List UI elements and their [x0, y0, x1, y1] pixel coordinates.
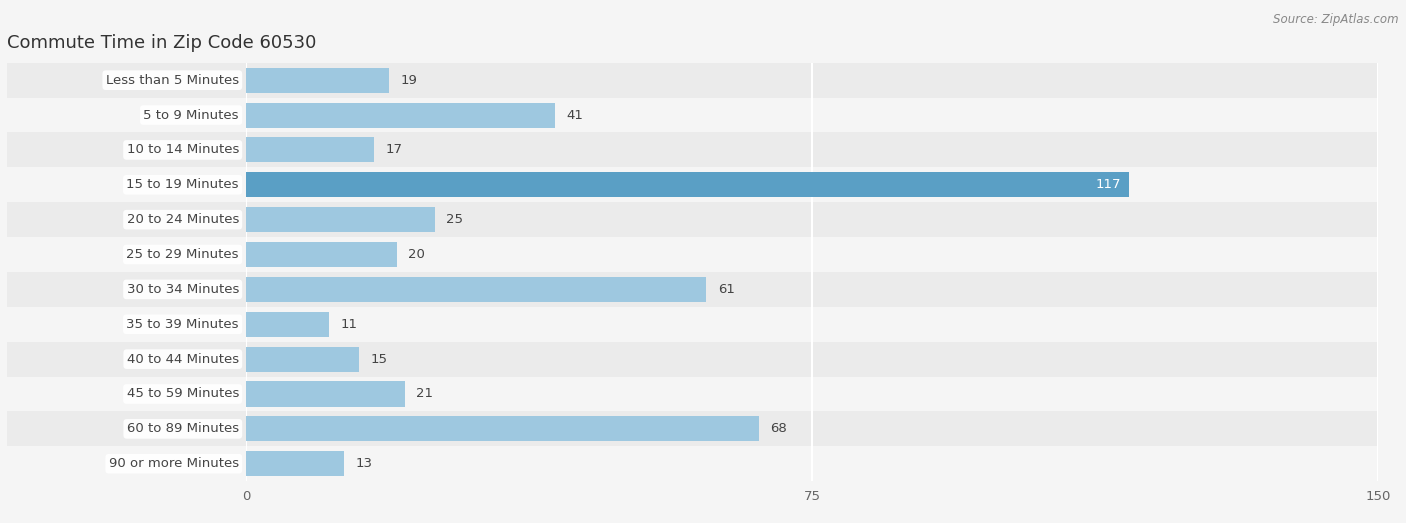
Bar — [7, 307, 246, 342]
Bar — [7, 167, 246, 202]
Bar — [7, 342, 246, 377]
Bar — [7, 237, 246, 272]
Bar — [246, 381, 405, 406]
Bar — [246, 347, 359, 372]
Bar — [7, 132, 246, 167]
Bar — [246, 172, 1129, 197]
Bar — [246, 67, 389, 93]
Text: 45 to 59 Minutes: 45 to 59 Minutes — [127, 388, 239, 401]
Bar — [246, 63, 1378, 98]
Bar — [246, 307, 1378, 342]
Bar — [246, 138, 374, 163]
Text: 41: 41 — [567, 109, 583, 121]
Text: 11: 11 — [340, 318, 357, 331]
Text: 90 or more Minutes: 90 or more Minutes — [108, 457, 239, 470]
Bar — [7, 377, 246, 412]
Bar — [7, 272, 246, 307]
Text: 30 to 34 Minutes: 30 to 34 Minutes — [127, 283, 239, 296]
Bar — [7, 446, 246, 481]
Text: Less than 5 Minutes: Less than 5 Minutes — [105, 74, 239, 87]
Bar — [246, 312, 329, 337]
Text: 5 to 9 Minutes: 5 to 9 Minutes — [143, 109, 239, 121]
Bar — [246, 416, 759, 441]
Bar — [7, 63, 246, 98]
Text: 60 to 89 Minutes: 60 to 89 Minutes — [127, 423, 239, 435]
Text: 15 to 19 Minutes: 15 to 19 Minutes — [127, 178, 239, 191]
Text: 10 to 14 Minutes: 10 to 14 Minutes — [127, 143, 239, 156]
Text: 117: 117 — [1095, 178, 1122, 191]
Text: 35 to 39 Minutes: 35 to 39 Minutes — [127, 318, 239, 331]
Text: Commute Time in Zip Code 60530: Commute Time in Zip Code 60530 — [7, 34, 316, 52]
Text: 21: 21 — [416, 388, 433, 401]
Bar — [246, 202, 1378, 237]
Bar — [7, 98, 246, 132]
Bar — [246, 446, 1378, 481]
Text: 20: 20 — [408, 248, 425, 261]
Bar — [246, 242, 396, 267]
Text: 68: 68 — [770, 423, 787, 435]
Bar — [246, 98, 1378, 132]
Text: 61: 61 — [717, 283, 734, 296]
Bar — [246, 377, 1378, 412]
Bar — [246, 237, 1378, 272]
Bar — [246, 277, 706, 302]
Text: Source: ZipAtlas.com: Source: ZipAtlas.com — [1274, 13, 1399, 26]
Bar — [246, 207, 434, 232]
Bar — [246, 132, 1378, 167]
Text: 19: 19 — [401, 74, 418, 87]
Bar — [246, 342, 1378, 377]
Text: 20 to 24 Minutes: 20 to 24 Minutes — [127, 213, 239, 226]
Bar — [7, 412, 246, 446]
Text: 17: 17 — [385, 143, 402, 156]
Bar — [246, 412, 1378, 446]
Bar — [7, 202, 246, 237]
Text: 25 to 29 Minutes: 25 to 29 Minutes — [127, 248, 239, 261]
Text: 40 to 44 Minutes: 40 to 44 Minutes — [127, 353, 239, 366]
Text: 25: 25 — [446, 213, 463, 226]
Bar — [246, 167, 1378, 202]
Text: 15: 15 — [371, 353, 388, 366]
Bar — [246, 451, 344, 476]
Bar — [246, 272, 1378, 307]
Bar — [246, 103, 555, 128]
Text: 13: 13 — [356, 457, 373, 470]
